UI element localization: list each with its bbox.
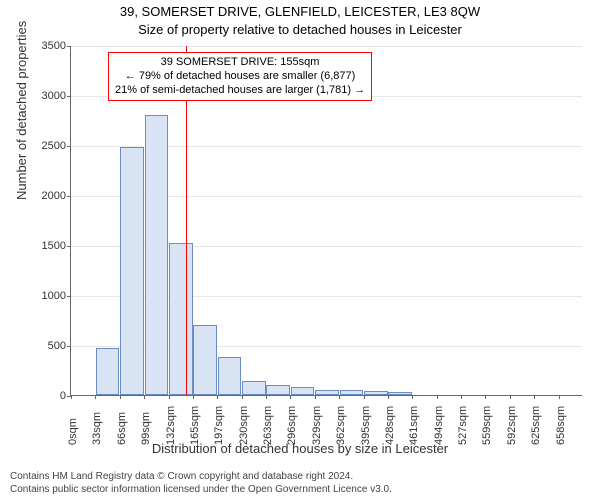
histogram-bar [242, 381, 266, 395]
histogram-bar [120, 147, 144, 395]
histogram-bar [193, 325, 217, 395]
y-tick-label: 2500 [26, 140, 66, 152]
histogram-bar [364, 391, 388, 395]
title-line-2: Size of property relative to detached ho… [0, 22, 600, 37]
histogram-bar [266, 385, 290, 395]
histogram-bar [340, 390, 364, 395]
histogram-bar [315, 390, 339, 396]
x-axis-caption: Distribution of detached houses by size … [0, 441, 600, 456]
title-line-1: 39, SOMERSET DRIVE, GLENFIELD, LEICESTER… [0, 4, 600, 19]
histogram-bar [291, 387, 315, 395]
histogram-figure: 39, SOMERSET DRIVE, GLENFIELD, LEICESTER… [0, 0, 600, 500]
highlight-annotation: 39 SOMERSET DRIVE: 155sqm← 79% of detach… [108, 52, 372, 101]
annotation-line: 21% of semi-detached houses are larger (… [115, 84, 365, 98]
y-tick-label: 2000 [26, 190, 66, 202]
y-tick-label: 500 [26, 340, 66, 352]
histogram-bar [388, 392, 412, 395]
y-tick-label: 1500 [26, 240, 66, 252]
histogram-bar [169, 243, 193, 395]
y-tick-label: 1000 [26, 290, 66, 302]
footer-attribution: Contains HM Land Registry data © Crown c… [10, 471, 590, 496]
y-tick-label: 0 [26, 390, 66, 402]
histogram-bar [218, 357, 242, 395]
annotation-line: 39 SOMERSET DRIVE: 155sqm [115, 56, 365, 70]
histogram-bar [145, 115, 169, 395]
histogram-bar [96, 348, 120, 395]
y-tick-label: 3000 [26, 90, 66, 102]
annotation-line: ← 79% of detached houses are smaller (6,… [115, 70, 365, 84]
y-tick-label: 3500 [26, 40, 66, 52]
